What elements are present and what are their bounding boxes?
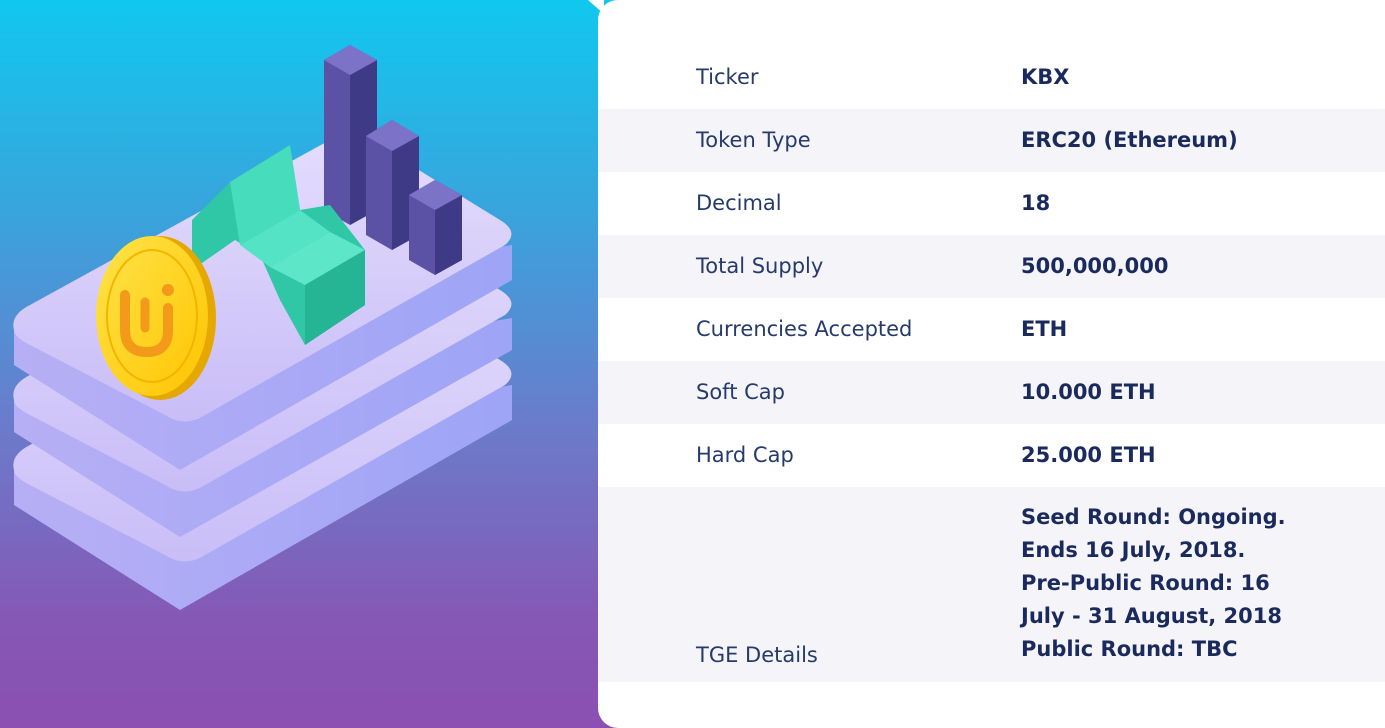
tge-line-public-round: Public Round: TBC [1021,637,1238,661]
token-details-card: Ticker KBX Token Type ERC20 (Ethereum) D… [598,0,1385,728]
row-value-tge-details: Seed Round: Ongoing. Ends 16 July, 2018.… [1021,501,1321,666]
table-row: Total Supply 500,000,000 [598,235,1385,298]
row-value-hard-cap: 25.000 ETH [1021,443,1156,467]
row-label-ticker: Ticker [696,65,759,89]
row-value-token-type: ERC20 (Ethereum) [1021,128,1238,152]
table-row: Currencies Accepted ETH [598,298,1385,361]
row-value-decimal: 18 [1021,191,1051,215]
row-value-currencies-accepted: ETH [1021,317,1068,341]
table-row: TGE Details Seed Round: Ongoing. Ends 16… [598,487,1385,682]
row-value-ticker: KBX [1021,65,1070,89]
tge-line-pre-public-dates: July - 31 August, 2018 [1021,604,1282,628]
table-row: Soft Cap 10.000 ETH [598,361,1385,424]
trend-arrow-icon [192,145,365,345]
tge-line-pre-public: Pre-Public Round: 16 [1021,571,1270,595]
token-details-table: Ticker KBX Token Type ERC20 (Ethereum) D… [598,46,1385,682]
row-label-decimal: Decimal [696,191,782,215]
row-label-total-supply: Total Supply [696,254,824,278]
tge-line-seed-end: Ends 16 July, 2018. [1021,538,1246,562]
table-row: Token Type ERC20 (Ethereum) [598,109,1385,172]
row-label-token-type: Token Type [696,128,811,152]
table-row: Decimal 18 [598,172,1385,235]
row-label-tge-details: TGE Details [696,643,818,667]
token-illustration [13,45,512,610]
bar-chart-icon [324,45,462,275]
table-row: Ticker KBX [598,46,1385,109]
table-row: Hard Cap 25.000 ETH [598,424,1385,487]
row-label-currencies-accepted: Currencies Accepted [696,317,913,341]
row-label-hard-cap: Hard Cap [696,443,794,467]
row-label-soft-cap: Soft Cap [696,380,785,404]
row-value-soft-cap: 10.000 ETH [1021,380,1156,404]
row-value-total-supply: 500,000,000 [1021,254,1169,278]
tge-line-seed-round: Seed Round: Ongoing. [1021,505,1286,529]
coin-icon [96,236,216,400]
hero-illustration-panel [0,0,650,728]
